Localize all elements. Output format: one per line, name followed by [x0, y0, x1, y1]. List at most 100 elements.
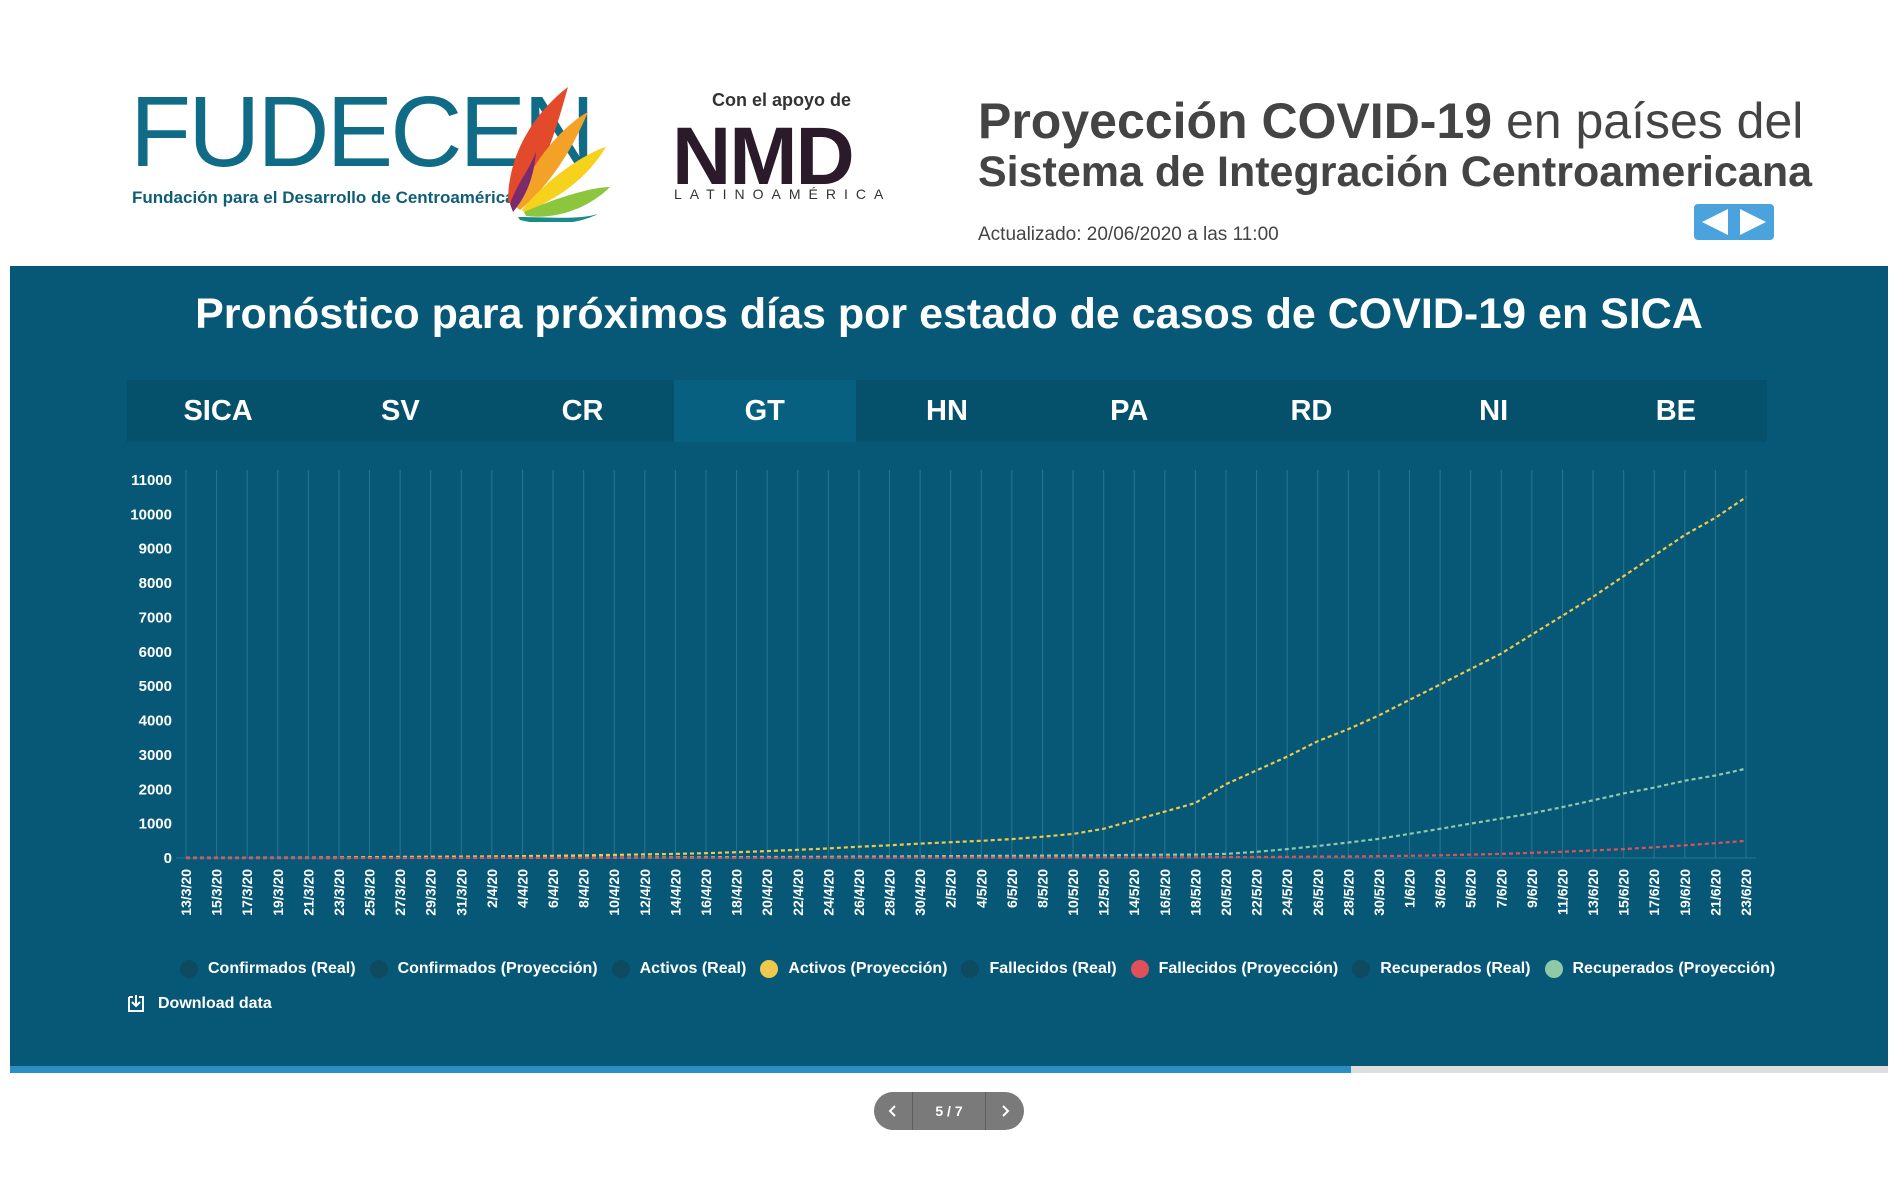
tab-ni[interactable]: NI: [1479, 395, 1509, 427]
page-title: Proyección COVID-19 en países del: [978, 92, 1803, 150]
pager-count: 5 / 7: [912, 1092, 986, 1130]
y-tick-label: 0: [164, 850, 172, 867]
download-data-button[interactable]: Download data: [126, 994, 272, 1014]
x-tick-label: 2/5/20: [943, 869, 959, 908]
legend-label: Confirmados (Real): [208, 960, 356, 977]
x-tick-label: 8/5/20: [1034, 869, 1050, 908]
legend-label: Activos (Real): [639, 960, 747, 977]
x-tick-label: 10/4/20: [606, 869, 622, 916]
x-tick-label: 30/5/20: [1371, 869, 1387, 916]
x-tick-label: 20/5/20: [1218, 869, 1234, 916]
legend-item[interactable]: Activos (Real): [611, 960, 747, 978]
y-tick-label: 7000: [139, 609, 172, 626]
x-tick-label: 25/3/20: [362, 869, 378, 916]
slide-pager: 5 / 7: [874, 1092, 1024, 1130]
x-tick-label: 19/3/20: [270, 869, 286, 916]
x-tick-label: 17/6/20: [1646, 869, 1662, 916]
x-tick-label: 18/5/20: [1187, 869, 1203, 916]
x-tick-label: 5/6/20: [1463, 869, 1479, 908]
y-tick-label: 6000: [139, 644, 172, 661]
x-tick-label: 23/6/20: [1738, 869, 1754, 916]
legend-item[interactable]: Fallecidos (Real): [961, 960, 1117, 978]
legend-label: Recuperados (Real): [1380, 960, 1531, 977]
x-tick-label: 12/5/20: [1096, 869, 1112, 916]
y-tick-label: 11000: [131, 472, 172, 489]
x-tick-label: 24/5/20: [1279, 869, 1295, 916]
pager-next-button[interactable]: [986, 1092, 1024, 1130]
support-logo: Con el apoyo de NMD LATINOAMÉRICA: [672, 86, 883, 206]
legend-item[interactable]: Recuperados (Proyección): [1544, 960, 1776, 978]
x-tick-label: 26/5/20: [1310, 869, 1326, 916]
x-tick-label: 21/3/20: [300, 869, 316, 916]
fudecen-tagline: Fundación para el Desarrollo de Centroam…: [132, 188, 515, 207]
tab-be[interactable]: BE: [1655, 395, 1696, 427]
x-tick-label: 6/4/20: [545, 869, 561, 908]
x-tick-label: 30/4/20: [912, 869, 928, 916]
country-tabs: SICA SV CR GT HN PA RD NI BE: [127, 380, 1767, 442]
tab-gt[interactable]: GT: [673, 380, 856, 442]
chevron-right-icon: [1002, 1105, 1010, 1117]
x-tick-label: 27/3/20: [392, 869, 408, 916]
slide-arrows: [1694, 204, 1774, 240]
legend-dot-icon: [180, 960, 198, 978]
prev-arrow-icon[interactable]: [1702, 209, 1728, 235]
tab-sv[interactable]: SV: [380, 395, 420, 427]
legend-item[interactable]: Fallecidos (Proyección): [1130, 960, 1338, 978]
y-tick-label: 8000: [139, 575, 172, 592]
x-tick-label: 26/4/20: [851, 869, 867, 916]
page-title-rest: en países del: [1492, 93, 1804, 149]
panel-title: Pronóstico para próximos días por estado…: [195, 290, 1703, 338]
legend-dot-icon: [1544, 960, 1563, 978]
legend-item[interactable]: Confirmados (Proyección): [369, 960, 598, 978]
x-tick-label: 15/6/20: [1616, 869, 1632, 916]
x-tick-label: 12/4/20: [637, 869, 653, 916]
legend-item[interactable]: Recuperados (Real): [1352, 960, 1531, 978]
x-tick-label: 8/4/20: [576, 869, 592, 908]
fudecen-logo: FUDECEN Fundación para el Desarrollo de …: [130, 82, 610, 222]
legend-item[interactable]: Activos (Proyección): [760, 960, 947, 978]
legend-label: Recuperados (Proyección): [1572, 960, 1776, 977]
nmd-logo-sub: LATINOAMÉRICA: [674, 186, 892, 202]
x-tick-label: 29/3/20: [423, 869, 439, 916]
tab-hn[interactable]: HN: [926, 395, 968, 427]
y-tick-label: 10000: [130, 506, 172, 523]
y-tick-label: 1000: [139, 816, 172, 833]
fudecen-leaf-icon: [508, 87, 610, 222]
legend-dot-icon: [369, 960, 388, 978]
updated-timestamp: Actualizado: 20/06/2020 a las 11:00: [978, 224, 1279, 245]
series-line-activos-proyecci-n-: [186, 496, 1747, 860]
tab-cr[interactable]: CR: [561, 395, 604, 427]
tab-pa[interactable]: PA: [1110, 395, 1149, 427]
next-arrow-icon[interactable]: [1740, 209, 1766, 235]
y-tick-label: 3000: [139, 747, 172, 764]
legend-dot-icon: [1130, 960, 1149, 978]
x-tick-label: 15/3/20: [209, 869, 225, 916]
x-tick-label: 14/5/20: [1126, 869, 1142, 916]
chart-panel: Pronóstico para próximos días por estado…: [10, 266, 1888, 1066]
y-tick-label: 9000: [139, 541, 172, 558]
x-tick-label: 20/4/20: [759, 869, 775, 916]
x-tick-label: 21/6/20: [1707, 869, 1723, 916]
download-label: Download data: [158, 995, 272, 1012]
legend-dot-icon: [961, 960, 980, 978]
x-tick-label: 22/4/20: [790, 869, 806, 916]
chart-legend: Confirmados (Real) Confirmados (Proyecció…: [180, 960, 1789, 978]
x-tick-label: 17/3/20: [239, 869, 255, 916]
legend-label: Activos (Proyección): [788, 960, 948, 977]
x-tick-label: 18/4/20: [729, 869, 745, 916]
series-line-fallecidos-proyecci-n-: [186, 839, 1747, 860]
tab-rd[interactable]: RD: [1290, 395, 1333, 427]
series-line-recuperados-proyecci-n-: [186, 767, 1747, 860]
x-tick-label: 22/5/20: [1249, 869, 1265, 916]
page-title-line2: Sistema de Integración Centroamericana: [978, 148, 1813, 196]
header: FUDECEN Fundación para el Desarrollo de …: [0, 0, 1898, 265]
chevron-left-icon: [888, 1105, 896, 1117]
legend-item[interactable]: Confirmados (Real): [180, 960, 356, 978]
x-tick-label: 23/3/20: [331, 869, 347, 916]
y-tick-label: 5000: [139, 678, 172, 695]
x-tick-label: 28/5/20: [1340, 869, 1356, 916]
pager-prev-button[interactable]: [874, 1092, 912, 1130]
line-chart: 0 1000 2000 3000 4000 5000 6000 7000 8000 9000 100…: [130, 470, 1756, 916]
tab-sica[interactable]: SICA: [183, 395, 253, 427]
x-tick-label: 1/6/20: [1402, 869, 1418, 908]
